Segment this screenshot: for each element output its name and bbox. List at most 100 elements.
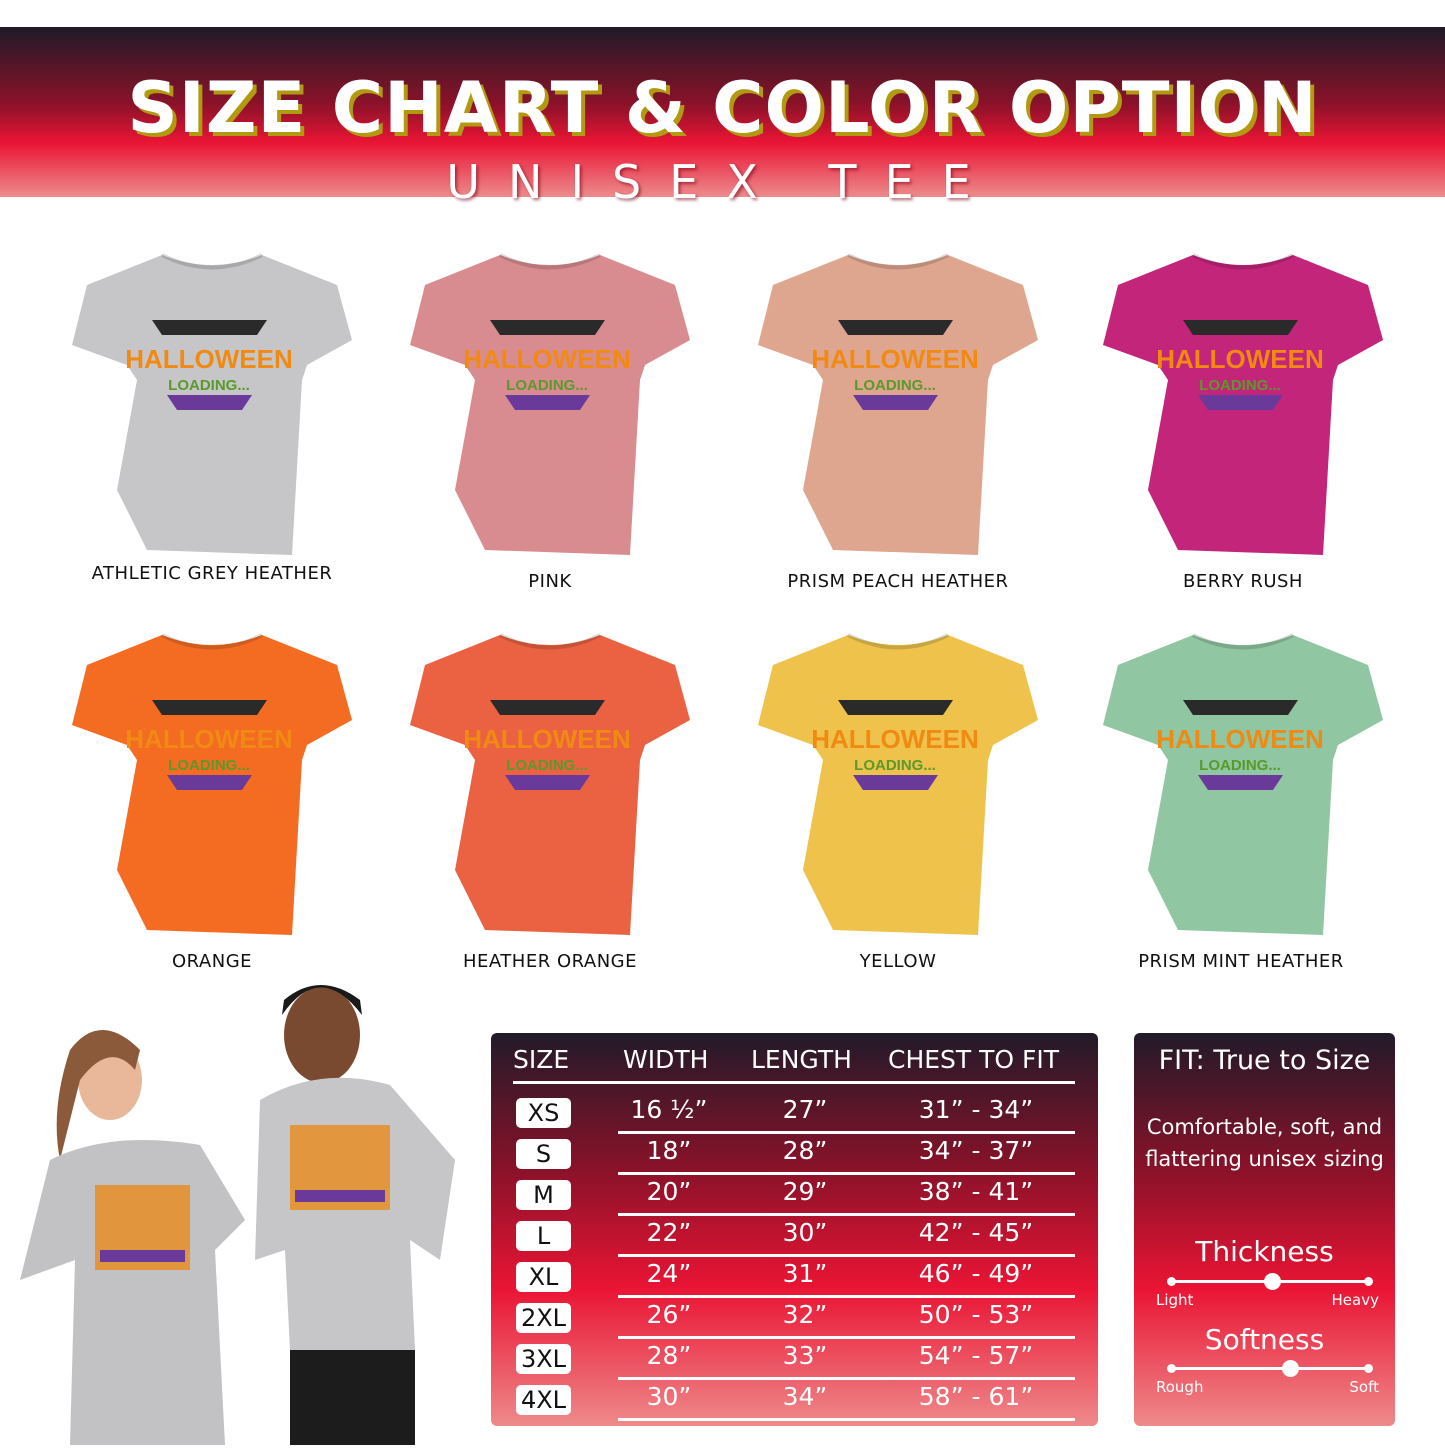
- female-model: [20, 1030, 245, 1445]
- shirt-berry-rush[interactable]: HALLOWEEN LOADING...: [1098, 250, 1388, 570]
- thickness-min-label: Light: [1156, 1291, 1194, 1309]
- header-width: WIDTH: [623, 1045, 709, 1074]
- svg-text:HALLOWEEN: HALLOWEEN: [811, 344, 979, 374]
- fit-description: Comfortable, soft, and flattering unisex…: [1145, 1115, 1384, 1171]
- thickness-indicator: [1264, 1273, 1281, 1290]
- svg-text:HALLOWEEN: HALLOWEEN: [811, 724, 979, 754]
- svg-text:HALLOWEEN: HALLOWEEN: [463, 344, 631, 374]
- size-row: S 18” 28” 34” - 37”: [491, 1136, 1098, 1177]
- width-cell: 16 ½”: [630, 1095, 708, 1124]
- chest-cell: 54” - 57”: [918, 1341, 1034, 1370]
- row-divider: [618, 1254, 1075, 1257]
- chest-cell: 50” - 53”: [918, 1300, 1034, 1329]
- thickness-title: Thickness: [1195, 1235, 1334, 1268]
- header-length: LENGTH: [751, 1045, 852, 1074]
- color-label: PRISM MINT HEATHER: [1138, 951, 1344, 972]
- width-cell: 26”: [646, 1300, 692, 1329]
- svg-text:LOADING...: LOADING...: [1199, 757, 1281, 774]
- svg-text:LOADING...: LOADING...: [854, 377, 936, 394]
- thickness-max-label: Heavy: [1331, 1291, 1379, 1309]
- width-cell: 28”: [646, 1341, 692, 1370]
- header-size: SIZE: [513, 1045, 570, 1074]
- svg-text:HALLOWEEN: HALLOWEEN: [1156, 724, 1324, 754]
- svg-text:HALLOWEEN: HALLOWEEN: [463, 724, 631, 754]
- chest-cell: 31” - 34”: [918, 1095, 1034, 1124]
- softness-indicator: [1282, 1360, 1299, 1377]
- chest-cell: 58” - 61”: [918, 1382, 1034, 1411]
- svg-text:LOADING...: LOADING...: [506, 757, 588, 774]
- size-badge: 2XL: [516, 1303, 571, 1333]
- fit-title: FIT: True to Size: [1158, 1045, 1371, 1076]
- chest-cell: 42” - 45”: [918, 1218, 1034, 1247]
- color-label: YELLOW: [859, 951, 937, 972]
- shirt-heather-orange[interactable]: HALLOWEEN LOADING...: [405, 630, 695, 950]
- width-cell: 20”: [646, 1177, 692, 1206]
- svg-text:LOADING...: LOADING...: [1199, 377, 1281, 394]
- size-row: 2XL 26” 32” 50” - 53”: [491, 1300, 1098, 1341]
- size-badge: XL: [516, 1262, 571, 1292]
- width-cell: 22”: [646, 1218, 692, 1247]
- size-chart-table: SIZE WIDTH LENGTH CHEST TO FIT XS 16 ½” 27…: [491, 1033, 1098, 1426]
- size-badge: S: [516, 1139, 571, 1169]
- color-label: HEATHER ORANGE: [462, 951, 637, 972]
- length-cell: 27”: [782, 1095, 828, 1124]
- male-model: [255, 985, 455, 1445]
- row-divider: [618, 1131, 1075, 1134]
- size-row: M 20” 29” 38” - 41”: [491, 1177, 1098, 1218]
- chest-cell: 46” - 49”: [918, 1259, 1034, 1288]
- svg-text:LOADING...: LOADING...: [168, 757, 250, 774]
- page-title: SIZE CHART & COLOR OPTION: [127, 67, 1318, 149]
- width-cell: 24”: [646, 1259, 692, 1288]
- shirt-prism-peach-heather[interactable]: HALLOWEEN LOADING...: [753, 250, 1043, 570]
- size-row: L 22” 30” 42” - 45”: [491, 1218, 1098, 1259]
- svg-text:LOADING...: LOADING...: [168, 377, 250, 394]
- svg-text:LOADING...: LOADING...: [506, 377, 588, 394]
- color-label: PRISM PEACH HEATHER: [787, 571, 1009, 592]
- size-row: 4XL 30” 34” 58” - 61”: [491, 1382, 1098, 1423]
- length-cell: 30”: [782, 1218, 828, 1247]
- header-chest: CHEST TO FIT: [888, 1045, 1060, 1074]
- shirt-orange[interactable]: HALLOWEEN LOADING...: [67, 630, 357, 950]
- size-badge: XS: [516, 1098, 571, 1128]
- length-cell: 33”: [782, 1341, 828, 1370]
- shirt-prism-mint-heather[interactable]: HALLOWEEN LOADING...: [1098, 630, 1388, 950]
- size-row: XS 16 ½” 27” 31” - 34”: [491, 1095, 1098, 1136]
- width-cell: 30”: [646, 1382, 692, 1411]
- fit-panel: FIT: True to Size Comfortable, soft, and…: [1134, 1033, 1395, 1426]
- color-label: ATHLETIC GREY HEATHER: [91, 563, 333, 584]
- shirt-athletic-grey-heather[interactable]: HALLOWEEN LOADING...: [67, 250, 357, 570]
- svg-text:HALLOWEEN: HALLOWEEN: [125, 344, 293, 374]
- color-label: PINK: [528, 571, 572, 592]
- row-divider: [618, 1213, 1075, 1216]
- header-divider: [513, 1081, 1075, 1084]
- length-cell: 29”: [782, 1177, 828, 1206]
- row-divider: [618, 1336, 1075, 1339]
- color-label: ORANGE: [171, 951, 253, 972]
- length-cell: 28”: [782, 1136, 828, 1165]
- shirt-pink[interactable]: HALLOWEEN LOADING...: [405, 250, 695, 570]
- softness-title: Softness: [1204, 1323, 1325, 1356]
- row-divider: [618, 1418, 1075, 1421]
- chest-cell: 34” - 37”: [918, 1136, 1034, 1165]
- svg-text:LOADING...: LOADING...: [854, 757, 936, 774]
- length-cell: 34”: [782, 1382, 828, 1411]
- thickness-scale: [1167, 1273, 1373, 1290]
- row-divider: [618, 1172, 1075, 1175]
- size-row: XL 24” 31” 46” - 49”: [491, 1259, 1098, 1300]
- svg-text:HALLOWEEN: HALLOWEEN: [1156, 344, 1324, 374]
- row-divider: [618, 1295, 1075, 1298]
- size-row: 3XL 28” 33” 54” - 57”: [491, 1341, 1098, 1382]
- size-badge: L: [516, 1221, 571, 1251]
- size-badge: M: [516, 1180, 571, 1210]
- svg-text:HALLOWEEN: HALLOWEEN: [125, 724, 293, 754]
- header-banner: SIZE CHART & COLOR OPTION UNISEX TEE: [0, 27, 1445, 209]
- softness-min-label: Rough: [1156, 1378, 1204, 1396]
- size-badge: 3XL: [516, 1344, 571, 1374]
- chest-cell: 38” - 41”: [918, 1177, 1034, 1206]
- page-subtitle: UNISEX TEE: [446, 155, 999, 209]
- models-photo: [0, 960, 470, 1445]
- shirt-yellow[interactable]: HALLOWEEN LOADING...: [753, 630, 1043, 950]
- softness-scale: [1167, 1360, 1373, 1377]
- width-cell: 18”: [646, 1136, 692, 1165]
- row-divider: [618, 1377, 1075, 1380]
